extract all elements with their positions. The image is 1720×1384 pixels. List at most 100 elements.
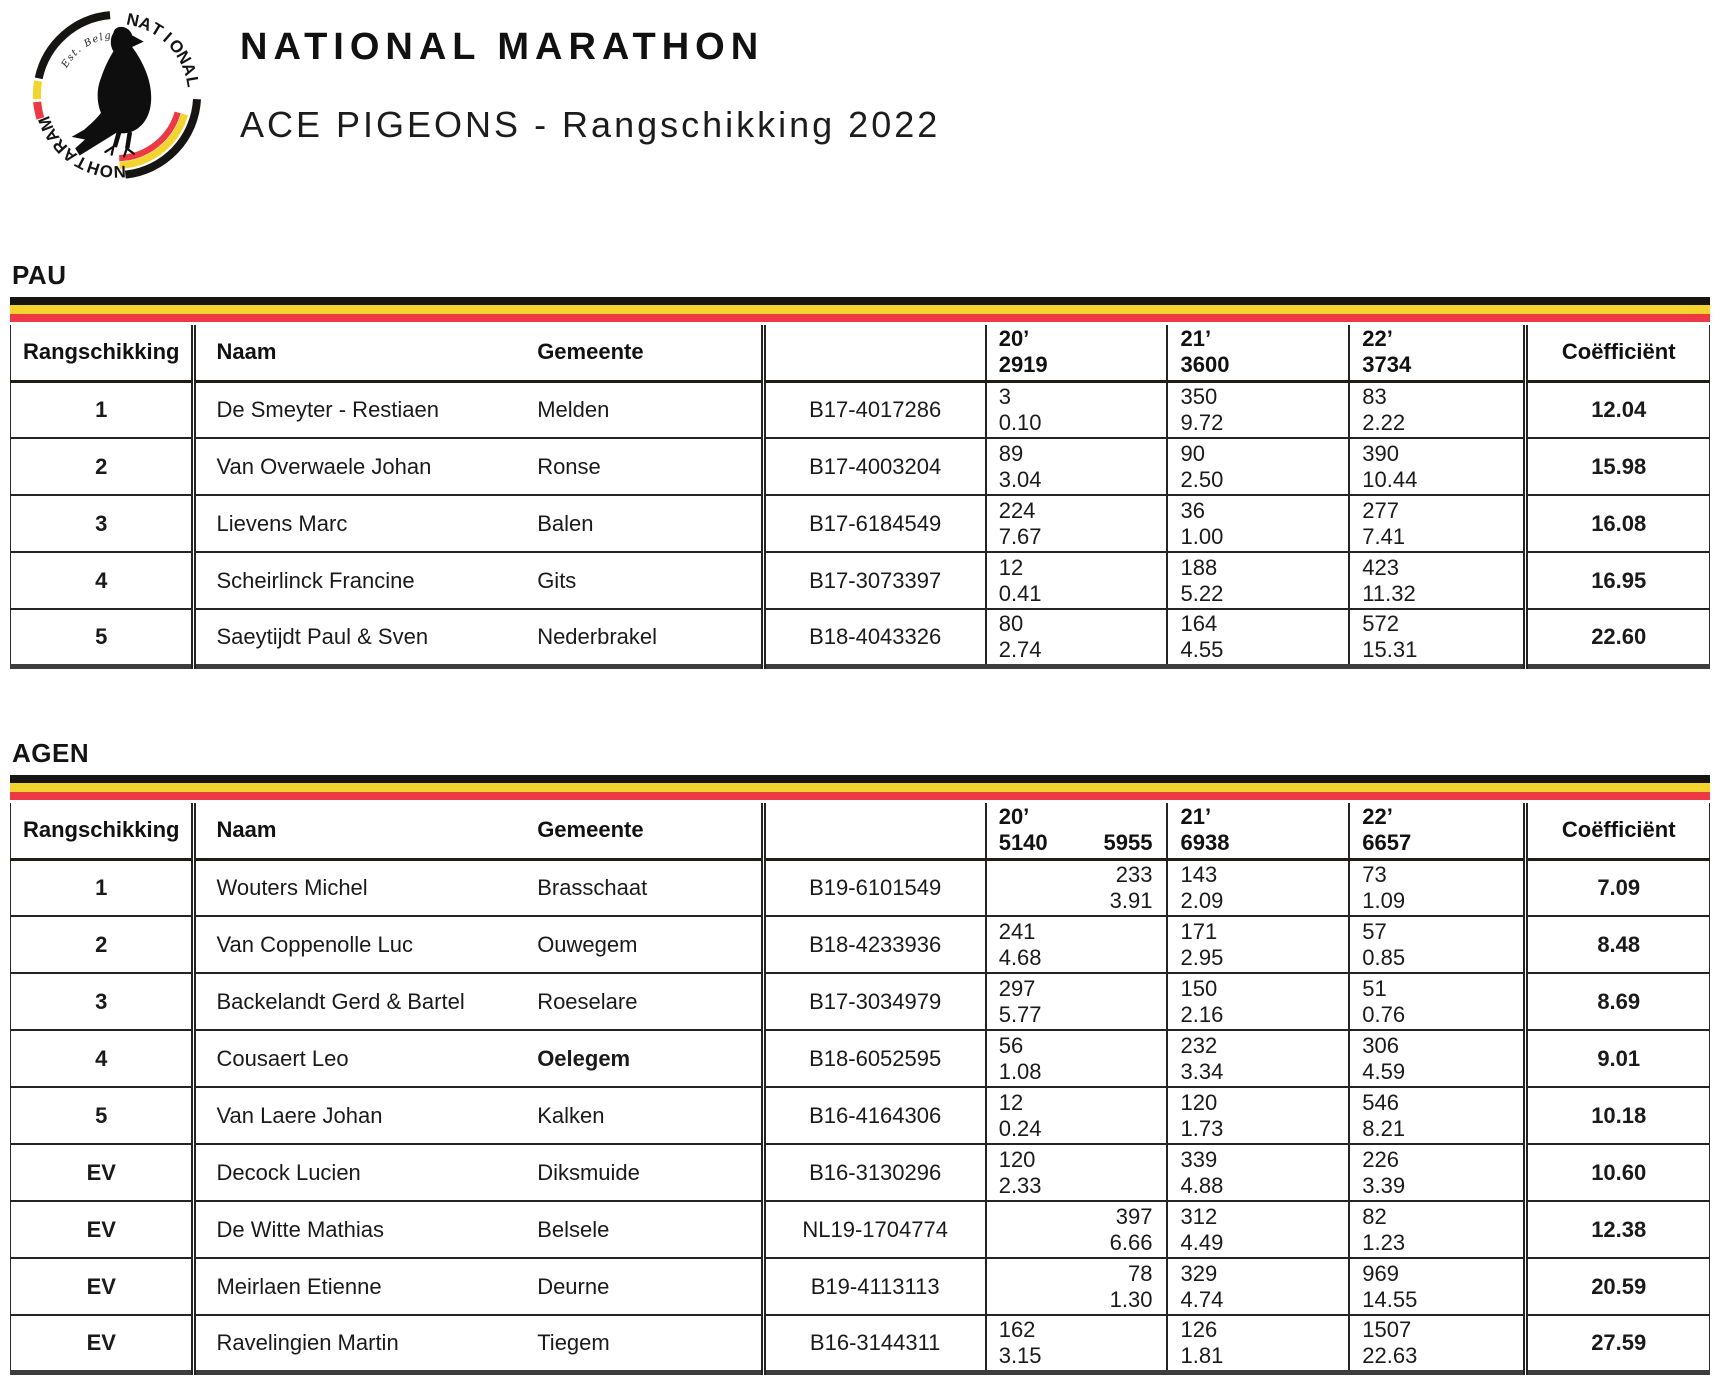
logo-arc-black-top [34,11,111,80]
year-result-cell: 56 1.08 [985,1029,1169,1087]
year-result-cell: 12 0.41 [985,551,1169,609]
coefficient-cell: 20.59 [1525,1257,1710,1315]
ring-number-cell: B18-6052595 [763,1029,987,1087]
logo-arc-yellow-left [32,80,43,100]
page-subtitle: ACE PIGEONS - Rangschikking 2022 [240,104,941,145]
year-result-cell: 89 3.04 [985,437,1169,495]
year-result-cell: 188 5.22 [1167,551,1351,609]
table-row: 3 Lievens Marc Balen B17-6184549 224 7.67 36 1.… [10,494,1710,552]
fancier-name-cell: De Smeyter - Restiaen [216,396,440,422]
stripe-black [10,297,1710,306]
header-row: Rangschikking Naam Gemeente 20’ 2919 21’… [10,325,1710,383]
rank-cell: 3 [10,972,197,1030]
table-row: 5 Saeytijdt Paul & Sven Nederbrakel B18-404… [10,608,1710,666]
table-row: 2 Van Coppenolle Luc Ouwegem B18-4233936 241… [10,915,1710,973]
year-result-cell: 78 1.30 [985,1257,1169,1315]
fancier-name-cell: Decock Lucien [193,1143,538,1201]
section-label: AGEN [12,738,90,768]
year-result-cell: 397 6.66 [985,1200,1169,1258]
year-result-cell: 423 11.32 [1349,551,1529,609]
stripe-red [10,791,1710,800]
coefficient-cell: 8.48 [1525,915,1710,973]
table-row: 4 Cousaert Leo Oelegem B18-6052595 56 1.08 232… [10,1029,1710,1087]
year-result-cell: 80 2.74 [985,608,1169,666]
rank-cell: 1 [10,381,197,438]
results-table-pau: Rangschikking Naam Gemeente 20’ 2919 21’… [10,325,1710,669]
belgian-flag-stripe [10,297,1710,322]
fancier-name-cell: Backelandt Gerd & Bartel [193,972,538,1030]
table-row: 2 Van Overwaele Johan Ronse B17-4003204 89 3.… [10,437,1710,495]
col-header-name: Naam [193,325,538,383]
ring-number-cell: B17-3034979 [763,972,987,1030]
belgian-flag-stripe [10,775,1710,800]
year-result-cell: 12 0.24 [985,1086,1169,1144]
col-header-coefficient: Coëfficiënt [1525,803,1710,861]
svg-text:H: H [85,157,102,179]
year-result-cell: 51 0.76 [1349,972,1529,1030]
rank-cell: EV [10,1314,197,1372]
svg-text:N: N [125,10,141,31]
col-header-rank: Rangschikking [10,325,197,383]
year-result-cell: 232 3.34 [1167,1029,1351,1087]
coefficient-cell: 12.38 [1525,1200,1710,1258]
municipality-cell: Belsele [537,1200,766,1258]
year-result-cell: 83 2.22 [1349,381,1529,438]
municipality-cell: Oelegem [537,1029,766,1087]
table-row: EV Decock Lucien Diksmuide B16-3130296 120 2.… [10,1143,1710,1201]
year-result-cell: 171 2.95 [1167,915,1351,973]
year-result-cell: 90 2.50 [1167,437,1351,495]
year-result-cell: 233 3.91 [985,859,1169,916]
ring-number-cell: B17-4017286 [763,381,987,438]
municipality-cell: Ouwegem [537,915,766,973]
year-result-cell: 241 4.68 [985,915,1169,973]
table-row: EV Meirlaen Etienne Deurne B19-4113113 78 1.3… [10,1257,1710,1315]
col-header-year-22: 22’ 6657 [1349,803,1529,861]
ring-number-cell: B19-4113113 [763,1257,987,1315]
year-result-cell: 226 3.39 [1349,1143,1529,1201]
ring-number-cell: B16-3144311 [763,1314,987,1372]
logo-arc-black-bottom [124,98,202,179]
rank-cell: 3 [10,494,197,552]
rank-cell: 2 [10,915,197,973]
fancier-name-cell: Saeytijdt Paul & Sven [193,608,538,666]
municipality-cell: Brasschaat [537,859,766,916]
rank-cell: 5 [10,1086,197,1144]
municipality-cell: Kalken [537,1086,766,1144]
coefficient-cell: 16.08 [1525,494,1710,552]
year-result-cell: 390 10.44 [1349,437,1529,495]
municipality-cell: Diksmuide [537,1143,766,1201]
col-header-coefficient: Coëfficiënt [1525,325,1710,383]
ring-number-cell: B17-6184549 [763,494,987,552]
coefficient-cell: 7.09 [1597,874,1641,900]
table-row: 5 Van Laere Johan Kalken B16-4164306 12 0.24 1… [10,1086,1710,1144]
coefficient-cell: 12.04 [1591,396,1647,422]
fancier-name-cell: Lievens Marc [193,494,538,552]
pigeon-icon [71,26,152,158]
table-row: 3 Backelandt Gerd & Bartel Roeselare B17-30… [10,972,1710,1030]
ring-number-cell: NL19-1704774 [763,1200,987,1258]
coefficient-cell: 15.98 [1525,437,1710,495]
ring-number-cell: B19-6101549 [763,859,987,916]
year-result-cell: 162 3.15 [985,1314,1169,1372]
ring-number-cell: B18-4233936 [763,915,987,973]
municipality-cell: Nederbrakel [537,608,766,666]
year-result-cell: 572 15.31 [1349,608,1529,666]
rank-cell: 4 [10,1029,197,1087]
col-header-municipality: Gemeente [537,325,766,383]
rank-cell: 1 [10,859,197,916]
coefficient-cell: 27.59 [1525,1314,1710,1372]
year-result-cell: 164 4.55 [1167,608,1351,666]
municipality-cell: Roeselare [537,972,766,1030]
municipality-cell: Gits [537,551,766,609]
fancier-name-cell: Wouters Michel [216,874,368,900]
col-header-year-22: 22’ 3734 [1349,325,1529,383]
col-header-year-21: 21’ 3600 [1167,325,1351,383]
year-result-cell: 546 8.21 [1349,1086,1529,1144]
year-result-cell: 3 0.10 [985,381,1169,438]
coefficient-cell: 16.95 [1525,551,1710,609]
municipality-cell: Ronse [537,437,766,495]
section-agen: AGEN Rangschikking Naam Gemeente 20’ 514… [10,738,1710,1375]
rank-cell: 2 [10,437,197,495]
year-result-cell: 36 1.00 [1167,494,1351,552]
municipality-cell: Balen [537,494,766,552]
